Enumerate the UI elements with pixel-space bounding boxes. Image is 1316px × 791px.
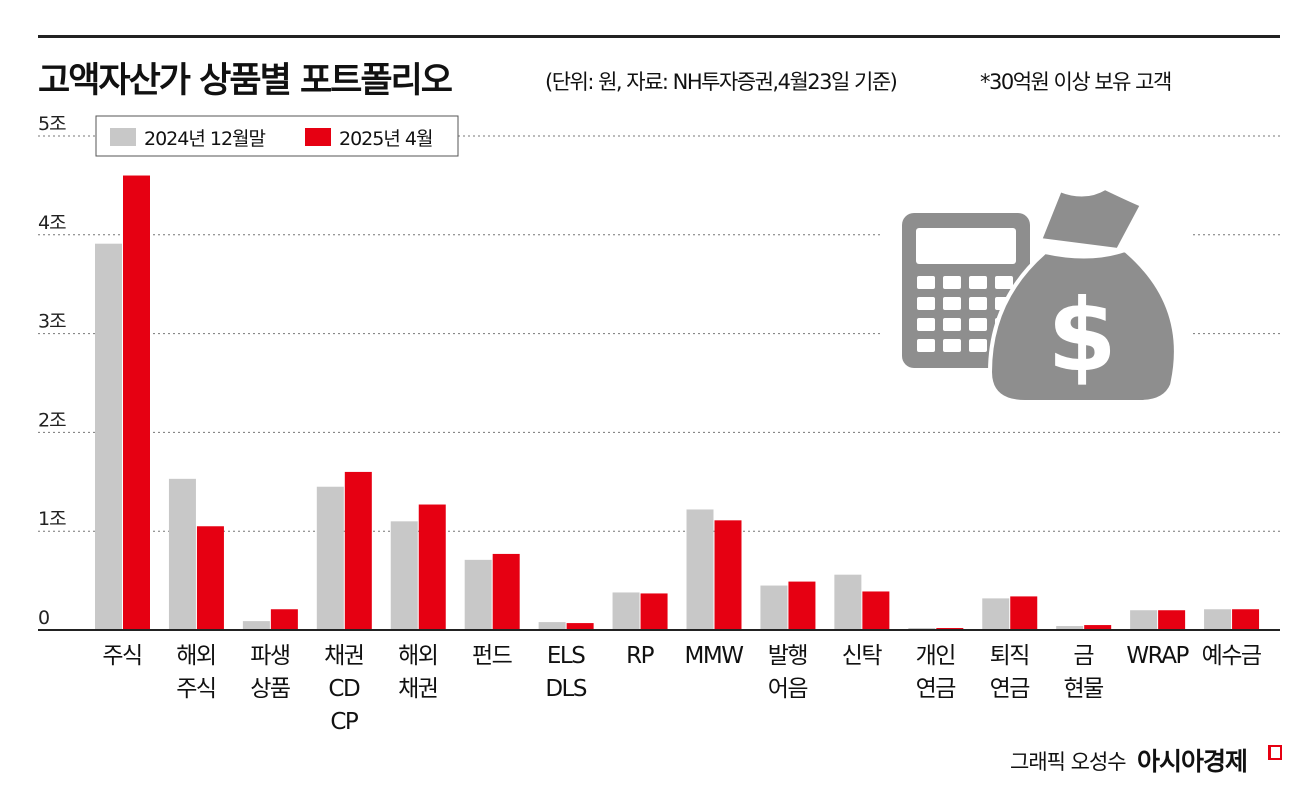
x-tick-label: CD: [328, 676, 360, 702]
bar-2024: [390, 521, 418, 630]
bar-2024: [242, 621, 270, 630]
legend-swatch: [305, 128, 331, 146]
x-tick-label: 주식: [102, 643, 141, 669]
calculator-key: [917, 297, 935, 310]
bar-2025: [714, 520, 742, 630]
x-tick-label: 연금: [990, 676, 1030, 702]
calculator-key: [969, 276, 987, 289]
money-bag-dollar-icon: $: [987, 185, 1178, 404]
bar-2025: [418, 504, 446, 630]
x-tick-label: 파생: [250, 643, 289, 669]
bar-2024: [95, 243, 122, 630]
credit: 그래픽 오성수: [1010, 750, 1127, 774]
bar-2025: [1084, 625, 1112, 630]
x-tick-label: 채권: [324, 643, 363, 669]
x-tick-label: 펀드: [472, 643, 512, 669]
dollar-sign: $: [1047, 277, 1117, 394]
bar-2025: [344, 471, 372, 630]
x-tick-label: 금: [1073, 643, 1093, 669]
bar-2025: [1010, 596, 1038, 630]
bag-body: [987, 247, 1178, 404]
y-tick-label: 5조: [38, 113, 66, 135]
x-tick-label: 신탁: [842, 643, 883, 669]
x-tick-label: 개인: [916, 643, 955, 669]
bar-2025: [196, 526, 224, 630]
calculator-key: [943, 297, 961, 310]
bar-2024: [612, 592, 640, 630]
bar-2024: [834, 574, 862, 630]
x-tick-label: 연금: [916, 676, 956, 702]
y-tick-label: 1조: [38, 508, 66, 530]
x-tick-label: CP: [330, 709, 359, 735]
bar-2024: [168, 478, 196, 630]
calculator-key: [917, 318, 935, 331]
bar-2025: [492, 553, 520, 630]
calculator-key: [969, 339, 987, 352]
y-tick-label: 2조: [38, 409, 66, 431]
x-tick-label: RP: [626, 643, 654, 669]
bar-2024: [538, 622, 566, 630]
calculator-key: [943, 318, 961, 331]
bar-2024: [686, 509, 714, 630]
calculator-key: [917, 339, 935, 352]
bar-2025: [123, 175, 150, 630]
x-tick-label: WRAP: [1126, 643, 1189, 669]
x-tick-label: 주식: [176, 676, 215, 702]
legend-box: [95, 115, 459, 157]
y-tick-label: 0: [38, 607, 49, 629]
bar-2025: [862, 591, 890, 630]
x-tick-label: 해외: [398, 643, 437, 669]
bar-2024: [760, 585, 788, 630]
calculator-key: [917, 276, 935, 289]
brand-logo: 아시아경제: [1137, 747, 1248, 776]
brand-mark-icon: [1268, 745, 1282, 760]
bar-2024: [316, 486, 344, 630]
top-rule: [38, 35, 1280, 38]
legend-label: 2025년 4월: [339, 128, 432, 150]
x-tick-label: 어음: [768, 676, 808, 702]
x-tick-label: 해외: [176, 643, 215, 669]
x-tick-label: 예수금: [1202, 643, 1261, 669]
legend: 2024년 12월말 2025년 4월: [95, 115, 459, 157]
chart-note: *30억원 이상 보유 고객: [980, 70, 1172, 94]
bar-2024: [464, 559, 492, 630]
calculator-key: [943, 339, 961, 352]
x-tick-label: ELS: [547, 643, 585, 669]
illustration: $: [880, 180, 1190, 410]
x-tick-label: DLS: [545, 676, 587, 702]
x-tick-label: 퇴직: [990, 643, 1029, 669]
calculator-screen: [916, 228, 1016, 264]
x-tick-label: 채권: [398, 676, 437, 702]
x-tick-label: 현물: [1064, 676, 1104, 702]
bar-2025: [270, 609, 298, 630]
bar-2025: [640, 593, 668, 630]
calculator-key: [969, 297, 987, 310]
legend-label: 2024년 12월말: [144, 128, 266, 150]
bar-2025: [788, 581, 816, 630]
bar-2025: [1158, 610, 1186, 630]
x-tick-label: 발행: [768, 643, 807, 669]
y-tick-label: 4조: [38, 212, 66, 234]
calculator-key: [995, 276, 1013, 289]
x-tick-label: MMW: [685, 643, 744, 669]
bar-2025: [1232, 609, 1260, 630]
bar-2024: [982, 598, 1010, 630]
bar-2024: [1130, 610, 1158, 630]
bar-2024: [1204, 609, 1232, 630]
legend-swatch: [110, 128, 136, 146]
calculator-key: [943, 276, 961, 289]
y-tick-label: 3조: [38, 311, 66, 333]
calculator-key: [969, 318, 987, 331]
x-tick-label: 상품: [250, 676, 290, 702]
chart-subtitle: (단위: 원, 자료: NH투자증권,4월23일 기준): [545, 70, 898, 94]
bar-2024: [1056, 626, 1084, 630]
bag-top: [1037, 185, 1145, 253]
bar-2025: [566, 623, 594, 630]
chart-title: 고액자산가 상품별 포트폴리오: [38, 61, 453, 101]
